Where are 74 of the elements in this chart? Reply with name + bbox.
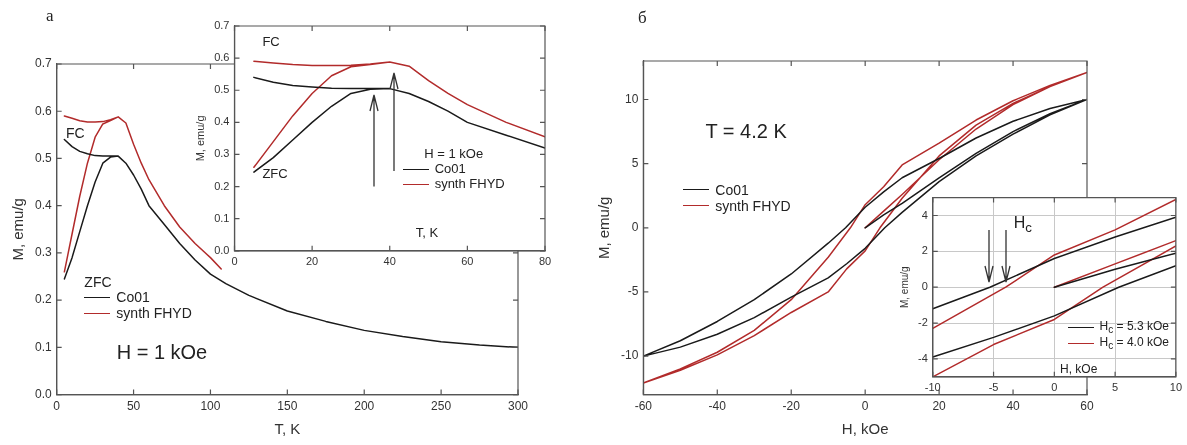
x-tick-label: 5	[1112, 381, 1119, 394]
legend-label: synth FHYD	[116, 305, 192, 322]
x-tick-label: -60	[634, 399, 653, 414]
legend-label: H$_{c}$ = 5.3 kOe	[1099, 318, 1169, 336]
x-tick-label: 300	[507, 399, 529, 414]
y-tick-label: -10	[621, 348, 639, 363]
x-tick-label: 10	[1169, 381, 1183, 394]
y-tick-label: 0.0	[34, 386, 52, 401]
chart-title: б	[638, 8, 647, 28]
x-tick-label: 60	[461, 255, 474, 268]
y-tick-label: 0.7	[214, 19, 230, 32]
legend-label: Co01	[434, 161, 466, 178]
y-tick-label: 0.0	[214, 243, 230, 256]
legend-title: H = 1 kOe	[423, 146, 485, 163]
y-tick-label: -4	[918, 351, 928, 364]
annotation: H = 1 kOe	[116, 340, 208, 364]
y-tick-label: 0.6	[214, 51, 230, 64]
x-tick-label: -40	[708, 399, 727, 414]
y-tick-label: 0.3	[34, 245, 52, 260]
chart-title: а	[46, 6, 54, 26]
y-tick-label: 0.4	[34, 198, 52, 212]
legend-label: Co01	[715, 181, 749, 198]
y-tick-label: 0	[921, 280, 928, 293]
y-tick-label: 0.2	[214, 179, 230, 192]
x-tick-label: 40	[1006, 399, 1021, 414]
x-tick-label: 40	[383, 255, 396, 268]
annotation: ZFC	[262, 165, 288, 182]
x-tick-label: 150	[277, 399, 298, 414]
y-axis-title: M, emu/g	[595, 196, 613, 260]
y-tick-label: 0.5	[34, 150, 52, 165]
y-tick-label: 0.5	[214, 83, 230, 96]
x-tick-label: 20	[932, 399, 947, 414]
x-tick-label: 60	[1080, 399, 1094, 414]
legend-label: Co01	[116, 289, 150, 306]
x-tick-label: 0	[231, 255, 238, 268]
x-tick-label: -5	[988, 381, 999, 394]
y-tick-label: 0.1	[34, 339, 52, 354]
x-tick-label: 250	[431, 399, 452, 414]
y-tick-label: 2	[921, 244, 928, 257]
y-axis-title: M, emu/g	[9, 198, 27, 261]
legend-label: H$_{c}$ = 4.0 kOe	[1099, 334, 1169, 352]
legend-label: synth FHYD	[715, 197, 791, 214]
y-axis-title: M, emu/g	[193, 115, 206, 162]
x-tick-label: -20	[782, 399, 801, 414]
y-tick-label: -5	[627, 284, 639, 299]
annotation: FC	[262, 33, 280, 50]
x-axis-title: T, K	[274, 420, 301, 438]
y-tick-label: 0.2	[34, 292, 52, 307]
y-tick-label: 0.7	[34, 56, 52, 71]
y-tick-label: 4	[921, 208, 928, 221]
annotation: H$_{c}$	[1013, 214, 1032, 236]
x-tick-label: 0	[861, 399, 869, 414]
x-axis-title: H, kOe	[1059, 361, 1098, 377]
y-axis-title: M, emu/g	[898, 266, 910, 309]
y-tick-label: 0.4	[214, 115, 230, 128]
x-tick-label: 50	[126, 399, 141, 414]
x-tick-label: 80	[538, 255, 552, 268]
x-tick-label: 100	[200, 399, 221, 414]
x-tick-label: 0	[1051, 381, 1058, 394]
y-tick-label: -2	[918, 316, 928, 329]
legend-label: synth FHYD	[434, 176, 505, 193]
x-axis-title: T, K	[415, 224, 439, 241]
y-tick-label: 0.1	[214, 211, 230, 224]
y-tick-label: 0.3	[214, 147, 230, 160]
annotation: ZFC	[84, 274, 112, 291]
x-tick-label: 20	[305, 255, 319, 268]
annotation: FC	[65, 125, 85, 142]
y-tick-label: 5	[631, 155, 639, 170]
x-axis-title: H, kOe	[841, 420, 889, 438]
y-tick-label: 10	[624, 91, 639, 106]
x-tick-label: 200	[354, 399, 375, 414]
annotation: T = 4.2 K	[705, 119, 787, 143]
y-tick-label: 0	[631, 220, 639, 235]
y-tick-label: 0.6	[34, 103, 52, 118]
